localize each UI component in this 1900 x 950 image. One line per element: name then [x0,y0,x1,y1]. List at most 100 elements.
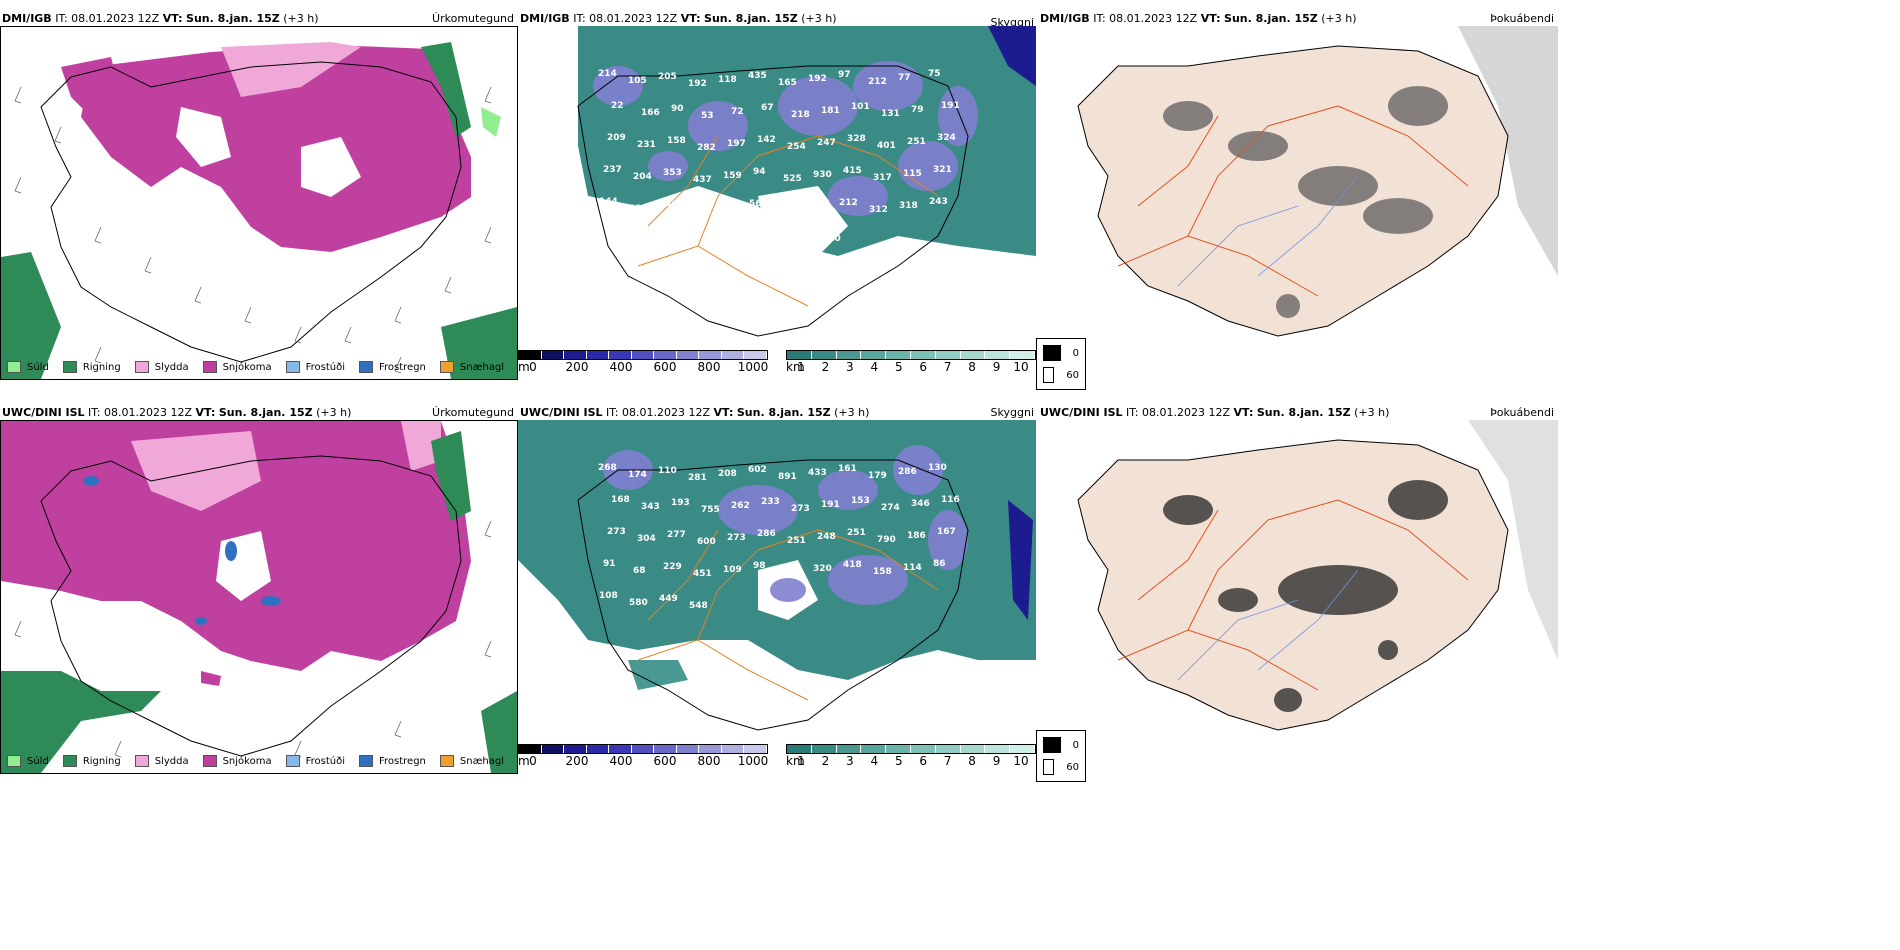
station-value-label: 142 [757,135,776,145]
legend-label: Súld [27,755,49,767]
height-scale-bar [518,350,768,360]
visibility-map-svg: 214 105 205 192 118 435 165 192 97 212 77 75 22 166 90… [518,26,1036,346]
visibility-scale: km 1 2 3 4 5 6 7 8 9 10 [786,350,1036,374]
height-scale-tick: 800 [697,360,721,374]
panel-fog-bottom: UWC/DINI ISL IT: 08.01.2023 12Z VT: Sun.… [1038,404,1558,774]
legend-label: Frostregn [379,755,426,767]
visibility-scale-tick: 7 [943,754,952,768]
station-value-label: 328 [847,134,866,144]
height-scale-segment [744,745,768,753]
fog-legend-swatch [1043,345,1061,361]
visibility-scale-segment [985,745,1011,753]
panel-title: Úrkomutegund [432,406,514,419]
station-value-label: 243 [929,197,948,207]
legend-swatch [134,755,149,767]
panel-title: Úrkomutegund [432,12,514,25]
station-value-label: 72 [731,107,744,117]
panel-header: DMI/IGB IT: 08.01.2023 12Z VT: Sun. 8.ja… [520,12,837,25]
height-scale-segment [744,351,768,359]
station-value-label: 22 [611,101,624,111]
legend-swatch [62,361,77,373]
station-value-label: 86 [933,559,946,569]
station-value-label: 108 [599,591,618,601]
visibility-scale-ticks: km 1 2 3 4 5 6 7 8 9 10 [786,360,1036,374]
legend-swatch [285,755,300,767]
station-value-label: 186 [907,531,926,541]
station-value-label: 251 [847,528,866,538]
visibility-scale-tick: 1 [797,754,805,768]
visibility-scale-segment [910,745,936,753]
station-value-label: 229 [663,562,682,572]
station-value-label: 42 [702,239,715,249]
station-value-label: 98 [753,561,766,571]
visibility-scale-unit: km [786,754,805,768]
height-scale-segment [564,745,587,753]
station-value-label: 525 [783,174,802,184]
visibility-scale-segment [960,745,986,753]
height-scale-ticks: m 0 200 400 600 800 1000 [518,360,768,374]
visibility-scale-tick: 2 [821,754,830,768]
visibility-scale-segment [787,351,812,359]
height-scale-segment [699,745,722,753]
station-value-label: 193 [671,498,690,508]
station-value-label: 105 [792,238,811,248]
station-value-label: 174 [628,470,647,480]
visibility-scale-segment [787,745,812,753]
panel-title: Þokuábendi [1490,12,1554,25]
fog-legend-swatch [1043,737,1061,753]
station-value-label: 68 [633,566,646,576]
visibility-scale-tick: 8 [968,754,976,768]
station-value-label: 346 [911,499,930,509]
station-value-label: 437 [693,175,712,185]
precip-map-svg [1,421,517,773]
panel-title: Skyggni [990,16,1034,29]
station-value-label: 273 [791,504,810,514]
precip-map: Súld Rigning Slydda Snjókoma Frostúði Frostre… [0,26,518,380]
panel-header: UWC/DINI ISL IT: 08.01.2023 12Z VT: Sun.… [520,406,870,419]
height-scale-segment [631,745,655,753]
fog-map [1038,420,1558,744]
legend-swatch [439,755,454,767]
station-value-label: 212 [868,77,887,87]
height-scale-segment [541,351,565,359]
legend-label: Frostúði [305,755,345,767]
station-value-label: 518 [783,568,802,578]
height-scale-tick: 200 [565,360,589,374]
station-value-label: 790 [877,535,896,545]
station-value-label: 97 [838,70,851,80]
station-value-label: 266 [779,206,798,216]
visibility-scale-tick: 2 [821,360,830,374]
height-scale-segment [699,351,722,359]
station-value-label: 105 [628,76,647,86]
height-scale-segment [721,351,745,359]
station-value-label: 144 [599,197,618,207]
station-value-label: 312 [869,205,888,215]
station-value-label: 580 [629,598,648,608]
panel-header: UWC/DINI ISL IT: 08.01.2023 12Z VT: Sun.… [1040,406,1390,419]
fog-legend-label: 0 [1072,347,1079,359]
station-value-label: 110 [658,466,677,476]
precip-legend-item: Frostregn [359,361,426,373]
station-value-label: 286 [898,467,917,477]
station-value-label: 324 [937,133,956,143]
station-value-label: 229 [642,236,661,246]
station-value-label: 167 [937,527,956,537]
fog-map-svg [1038,420,1558,740]
precip-legend-item: Snæhagl [439,361,504,373]
fog-legend-bottom: 0 60 [1036,730,1086,782]
station-value-label: 326 [809,202,828,212]
height-scale-segment [631,351,655,359]
visibility-scale-segment [935,745,961,753]
fog-legend-label: 60 [1066,369,1079,381]
visibility-scale-tick: 6 [919,754,928,768]
legend-swatch [7,755,21,767]
height-scale-segment [519,351,542,359]
station-value-label: 197 [727,139,746,149]
precip-legend: Súld Rigning Slydda Snjókoma Frostúði Frostre… [7,755,518,767]
visibility-scale-segment [861,745,887,753]
station-value-label: 190 [672,232,691,242]
visibility-scale-segment [960,351,986,359]
station-value-label: 110 [822,234,841,244]
legend-swatch [359,361,373,373]
visibility-scale-tick: 7 [943,360,952,374]
